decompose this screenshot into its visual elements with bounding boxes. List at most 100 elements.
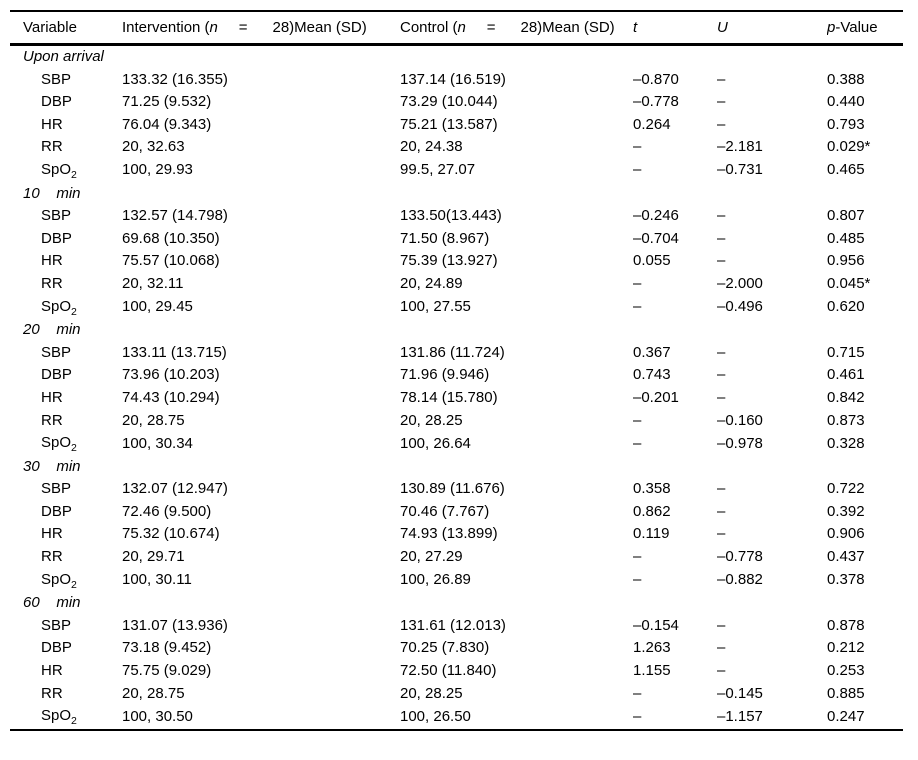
cell-variable: DBP	[10, 91, 122, 114]
header-t-text: t	[633, 19, 638, 36]
cell-t: –	[633, 548, 642, 566]
vitals-table: Variable Intervention (n = 28)Mean (SD) Co…	[10, 10, 903, 731]
group-label: 60 min	[23, 594, 81, 612]
cell-intervention: 76.04 (9.343)	[122, 115, 212, 133]
cell-p: 0.388	[827, 70, 865, 88]
cell-control: 131.86 (11.724)	[400, 343, 505, 361]
variable-text: SBP	[41, 343, 72, 361]
cell-variable: RR	[10, 273, 122, 296]
table-row: SpO2 100, 30.34 100, 26.64– –0.978 0.328	[10, 432, 903, 456]
cell-p: 0.392	[827, 502, 865, 520]
variable-text: DBP	[41, 639, 72, 657]
cell-u: –0.160	[717, 411, 763, 429]
cell-p: 0.485	[827, 229, 865, 247]
table-row: SBP 131.07 (13.936) 131.61 (12.013) –0.154 –…	[10, 615, 903, 638]
cell-t: 0.743	[633, 366, 671, 384]
cell-p: 0.253	[827, 662, 865, 680]
cell-control: 74.93 (13.899)	[400, 525, 498, 543]
table-body: Upon arrival SBP 133.32 (16.355) 137.14 (16…	[10, 45, 903, 730]
table-row: RR 20, 29.71 20, 27.29 – –0.778 0.437	[10, 546, 903, 569]
cell-u: –	[717, 252, 726, 270]
group-row: 30 min	[10, 456, 903, 479]
cell-t: –0.201	[633, 388, 679, 406]
cell-intervention: 100, 30.50	[122, 707, 193, 725]
cell-p: 0.440	[827, 93, 865, 111]
cell-t: 0.358	[633, 480, 671, 498]
cell-intervention: 100, 30.34	[122, 434, 193, 452]
variable-text: DBP	[41, 93, 72, 111]
table-row: HR 75.32 (10.674) 74.93 (13.899) 0.119 – 0.90…	[10, 523, 903, 546]
header-control-text: n	[457, 19, 466, 36]
cell-t: 0.119	[633, 525, 670, 543]
table-row: HR 75.75 (9.029) 72.50 (11.840) 1.155 – 0.253	[10, 660, 903, 683]
header-control-text: Control (	[400, 19, 458, 36]
cell-intervention: 20, 28.75	[122, 411, 185, 429]
cell-u: –	[717, 480, 726, 498]
table-row: DBP 71.25 (9.532) 73.29 (10.044) –0.778 – 0.4…	[10, 91, 903, 114]
cell-p: 0.465	[827, 161, 865, 179]
cell-intervention: 75.57 (10.068)	[122, 252, 220, 270]
cell-intervention: 71.25 (9.532)	[122, 93, 212, 111]
table-row: DBP 69.68 (10.350) 71.50 (8.967) –0.704 – 0.4…	[10, 228, 903, 251]
cell-variable: HR	[10, 387, 122, 410]
cell-intervention: 74.43 (10.294)	[122, 388, 220, 406]
cell-control: 137.14 (16.519)	[400, 70, 506, 88]
cell-control: 130.89 (11.676)	[400, 480, 505, 498]
cell-t: 0.367	[633, 343, 671, 361]
cell-intervention: 72.46 (9.500)	[122, 502, 212, 520]
cell-intervention: 73.96 (10.203)	[122, 366, 220, 384]
variable-text: SpO	[41, 570, 72, 588]
cell-u: –	[717, 115, 726, 133]
cell-intervention: 100, 29.93	[122, 161, 193, 179]
variable-text: HR	[41, 252, 63, 270]
cell-u: –	[717, 616, 726, 634]
cell-t: 1.155	[633, 662, 671, 680]
variable-subscript: 2	[71, 442, 77, 455]
variable-text: RR	[41, 684, 63, 702]
cell-u: –	[717, 662, 726, 680]
group-label: Upon arrival	[23, 48, 104, 65]
header-cell-t: t	[633, 11, 717, 46]
table-header: Variable Intervention (n = 28)Mean (SD) Co…	[10, 11, 903, 46]
cell-control: 20, 28.25	[400, 411, 463, 429]
cell-variable: RR	[10, 683, 122, 706]
table-row: SBP 133.32 (16.355) 137.14 (16.519) –0.870 –…	[10, 69, 903, 92]
table-row: HR 75.57 (10.068) 75.39 (13.927) 0.055 – 0.95…	[10, 250, 903, 273]
cell-variable: SpO2	[10, 569, 122, 593]
cell-t: –0.870	[633, 70, 679, 88]
cell-variable: DBP	[10, 501, 122, 524]
header-intervention-text: Intervention (	[122, 19, 210, 36]
table-row: SBP 132.07 (12.947) 130.89 (11.676) 0.358 – 0…	[10, 478, 903, 501]
cell-control: 100, 26.50	[400, 707, 471, 725]
cell-control: 133.50(13.443)	[400, 207, 502, 225]
header-row: Variable Intervention (n = 28)Mean (SD) Co…	[10, 11, 903, 46]
variable-text: DBP	[41, 502, 72, 520]
cell-u: –2.000	[717, 274, 763, 292]
cell-t: –	[633, 707, 642, 725]
cell-t: –0.246	[633, 207, 679, 225]
variable-text: SBP	[41, 616, 72, 634]
cell-p: 0.878	[827, 616, 865, 634]
cell-p: 0.873	[827, 411, 865, 429]
header-variable-text: Variable	[23, 19, 77, 36]
cell-variable: SBP	[10, 205, 122, 228]
cell-p: 0.461	[827, 366, 865, 384]
cell-u: –	[717, 639, 726, 657]
group-label: 20 min	[23, 321, 81, 339]
cell-u: –0.978	[717, 434, 763, 452]
cell-intervention: 100, 29.45	[122, 298, 193, 316]
variable-text: RR	[41, 138, 63, 156]
group-row: 20 min	[10, 319, 903, 342]
header-intervention-text: n	[209, 19, 218, 36]
cell-variable: SpO2	[10, 705, 122, 730]
cell-variable: SpO2	[10, 296, 122, 320]
table-row: SBP 132.57 (14.798) 133.50(13.443) –0.246 – 0…	[10, 205, 903, 228]
cell-t: –	[633, 274, 642, 292]
cell-intervention: 133.32 (16.355)	[122, 70, 228, 88]
header-p-text: -Value	[835, 19, 878, 36]
table-row: RR 20, 32.63 20, 24.38 – –2.181 0.029*	[10, 136, 903, 159]
table-row: RR 20, 32.11 20, 24.89 – –2.000 0.045*	[10, 273, 903, 296]
cell-variable: SBP	[10, 478, 122, 501]
variable-text: RR	[41, 548, 63, 566]
group-label: 30 min	[23, 457, 81, 475]
